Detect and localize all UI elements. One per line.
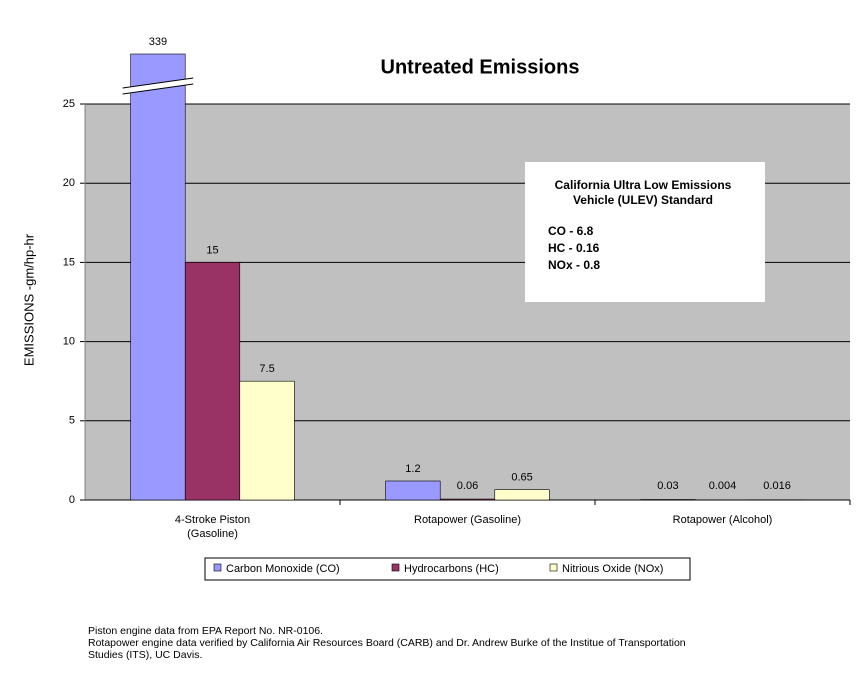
legend-label: Nitrious Oxide (NOx)	[562, 563, 663, 575]
bar	[494, 489, 550, 501]
bar	[184, 262, 241, 501]
y-tick-label: 15	[63, 256, 75, 268]
x-tick-label: Rotapower (Alcohol)	[673, 514, 773, 526]
data-label: 15	[206, 244, 218, 256]
y-axis-label: EMISSIONS -gm/hp-hr	[21, 233, 36, 366]
legend-box	[204, 557, 691, 581]
legend-swatch	[391, 563, 400, 572]
bar	[385, 480, 441, 501]
legend-swatch	[213, 563, 222, 572]
annotation-title: California Ultra Low Emissions Vehicle (U…	[555, 178, 732, 207]
footnote: Studies (ITS), UC Davis.	[88, 649, 202, 661]
footnote: Piston engine data from EPA Report No. N…	[88, 625, 323, 637]
y-tick-label: 0	[69, 494, 75, 506]
axis-break-edge	[122, 77, 194, 89]
data-label: 1.2	[405, 463, 420, 475]
data-label: 0.016	[763, 480, 791, 492]
data-label: 339	[149, 36, 167, 48]
y-tick-label: 5	[69, 415, 75, 427]
annotation-line: CO - 6.8	[548, 224, 594, 238]
y-tick-label: 10	[63, 336, 75, 348]
footnote: Rotapower engine data verified by Califo…	[88, 637, 686, 649]
x-tick-label: Rotapower (Gasoline)	[414, 514, 521, 526]
bar	[239, 380, 295, 501]
data-label: 0.03	[657, 480, 678, 492]
data-label: 0.004	[709, 480, 737, 492]
axis-break	[122, 78, 194, 94]
annotation-line: NOx - 0.8	[548, 258, 600, 272]
x-tick-label: 4-Stroke Piston (Gasoline)	[175, 514, 250, 540]
axis-break-edge	[122, 83, 194, 95]
bar	[439, 498, 496, 501]
bar	[130, 53, 186, 501]
data-label: 0.65	[511, 472, 532, 484]
annotation-box	[525, 162, 765, 302]
legend-label: Hydrocarbons (HC)	[404, 563, 499, 575]
data-label: 0.06	[457, 480, 478, 492]
data-label: 7.5	[259, 363, 274, 375]
chart-title: Untreated Emissions	[381, 56, 580, 78]
y-tick-label: 25	[63, 98, 75, 110]
legend-swatch	[549, 563, 558, 572]
annotation-line: HC - 0.16	[548, 241, 600, 255]
y-tick-label: 20	[63, 177, 75, 189]
legend-label: Carbon Monoxide (CO)	[226, 563, 340, 575]
